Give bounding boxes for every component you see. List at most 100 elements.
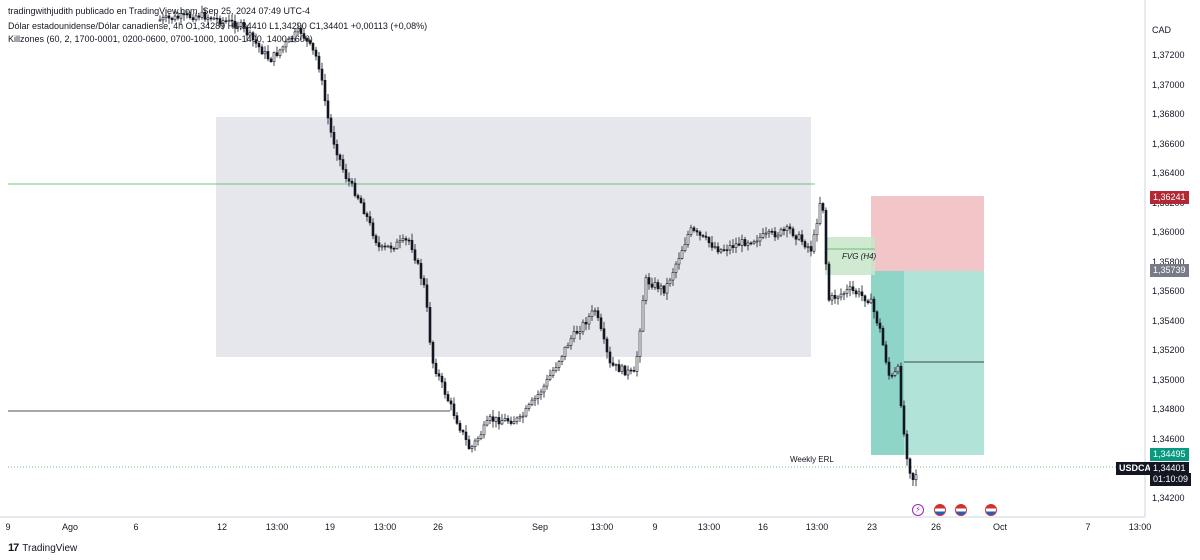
price-tick-label: 1,34200 xyxy=(1152,492,1185,503)
candle-body xyxy=(887,361,891,376)
candle-body xyxy=(506,418,510,422)
candle-body xyxy=(788,226,792,230)
candle-body xyxy=(437,373,441,377)
candle-body xyxy=(509,420,513,424)
candle-body xyxy=(647,277,651,285)
candle-body xyxy=(344,169,348,179)
candle-body xyxy=(389,245,393,249)
tradingview-brand[interactable]: 17 TradingView xyxy=(8,542,77,554)
candle-body xyxy=(881,328,885,346)
candle-body xyxy=(461,430,465,433)
time-tick-label: Oct xyxy=(992,522,1008,532)
price-tick-label: 1,35800 xyxy=(1152,256,1185,267)
price-tick-label: 1,37000 xyxy=(1152,79,1185,90)
candle-body xyxy=(581,321,585,333)
candle-body xyxy=(503,418,507,421)
candle-body xyxy=(329,117,333,133)
indicator-line[interactable]: Killzones (60, 2, 1700-0001, 0200-0600, … xyxy=(8,34,313,44)
time-tick-label: 13:00 xyxy=(590,522,614,532)
candle-body xyxy=(746,242,750,246)
candle-body xyxy=(794,235,798,240)
candle-body xyxy=(530,399,534,405)
candle-body xyxy=(209,17,213,20)
candle-body xyxy=(368,216,372,224)
candle-body xyxy=(275,52,279,56)
candle-body xyxy=(353,182,357,196)
candle-body xyxy=(641,300,645,332)
time-tick-label: 26 xyxy=(432,522,444,532)
candle-body xyxy=(695,230,699,233)
lightning-event-icon[interactable]: ⚡ xyxy=(912,504,924,516)
candle-body xyxy=(380,245,384,248)
candle-body xyxy=(863,295,867,302)
candle-body xyxy=(890,375,894,377)
candle-body xyxy=(251,32,255,40)
candle-body xyxy=(800,234,804,242)
candle-body xyxy=(185,13,189,16)
price-tick-label: 1,35400 xyxy=(1152,315,1185,326)
candle-body xyxy=(734,243,738,248)
candle-body xyxy=(842,292,846,295)
candle-body xyxy=(347,178,351,182)
candle-body xyxy=(482,424,486,436)
candle-body xyxy=(518,416,522,419)
candle-body xyxy=(536,394,540,399)
candle-body xyxy=(791,228,795,237)
candle-body xyxy=(179,13,183,19)
us-flag-event-icon[interactable] xyxy=(985,504,997,516)
candle-body xyxy=(491,416,495,422)
currency-label[interactable]: CAD xyxy=(1152,25,1172,35)
candle-body xyxy=(173,15,177,21)
candle-body xyxy=(215,17,219,20)
candle-body xyxy=(824,210,828,265)
candle-body xyxy=(815,223,819,236)
candle-body xyxy=(551,370,555,376)
candle-body xyxy=(425,284,429,308)
candle-body xyxy=(797,234,801,240)
candle-body xyxy=(758,236,762,242)
candle-body xyxy=(779,228,783,236)
candle-body xyxy=(479,434,483,439)
candle-body xyxy=(818,203,822,224)
candle-body xyxy=(395,241,399,249)
candle-body xyxy=(410,239,414,251)
us-flag-event-icon[interactable] xyxy=(934,504,946,516)
candle-body xyxy=(203,11,207,20)
candle-body xyxy=(539,391,543,395)
candle-body xyxy=(668,279,672,285)
candle-body xyxy=(602,328,606,340)
candle-body xyxy=(833,295,837,299)
candle-body xyxy=(611,362,615,366)
us-flag-event-icon[interactable] xyxy=(955,504,967,516)
candle-body xyxy=(386,245,390,248)
price-tick-label: 1,36600 xyxy=(1152,138,1185,149)
brand-name: TradingView xyxy=(22,542,78,554)
candle-body xyxy=(233,20,237,28)
risk-zone xyxy=(871,196,984,271)
candle-body xyxy=(464,431,468,440)
candle-body xyxy=(911,473,915,481)
candle-body xyxy=(500,420,504,425)
candle-body xyxy=(455,415,459,424)
candle-body xyxy=(860,291,864,297)
candle-body xyxy=(194,15,198,21)
candle-body xyxy=(452,403,456,416)
candle-body xyxy=(446,394,450,402)
candle-body xyxy=(698,231,702,236)
candle-body xyxy=(542,385,546,393)
candle-body xyxy=(854,290,858,295)
candle-body xyxy=(416,259,420,264)
candle-body xyxy=(686,234,690,245)
candle-body xyxy=(635,356,639,372)
candle-body xyxy=(689,227,693,235)
candle-body xyxy=(242,22,246,28)
candle-body xyxy=(365,213,369,217)
candle-body xyxy=(422,278,426,286)
candle-body xyxy=(674,263,678,273)
candle-body xyxy=(221,20,225,24)
candle-body xyxy=(554,367,558,371)
candle-body xyxy=(623,365,627,376)
candle-body xyxy=(608,351,612,364)
time-tick-label: Ago xyxy=(61,522,79,532)
